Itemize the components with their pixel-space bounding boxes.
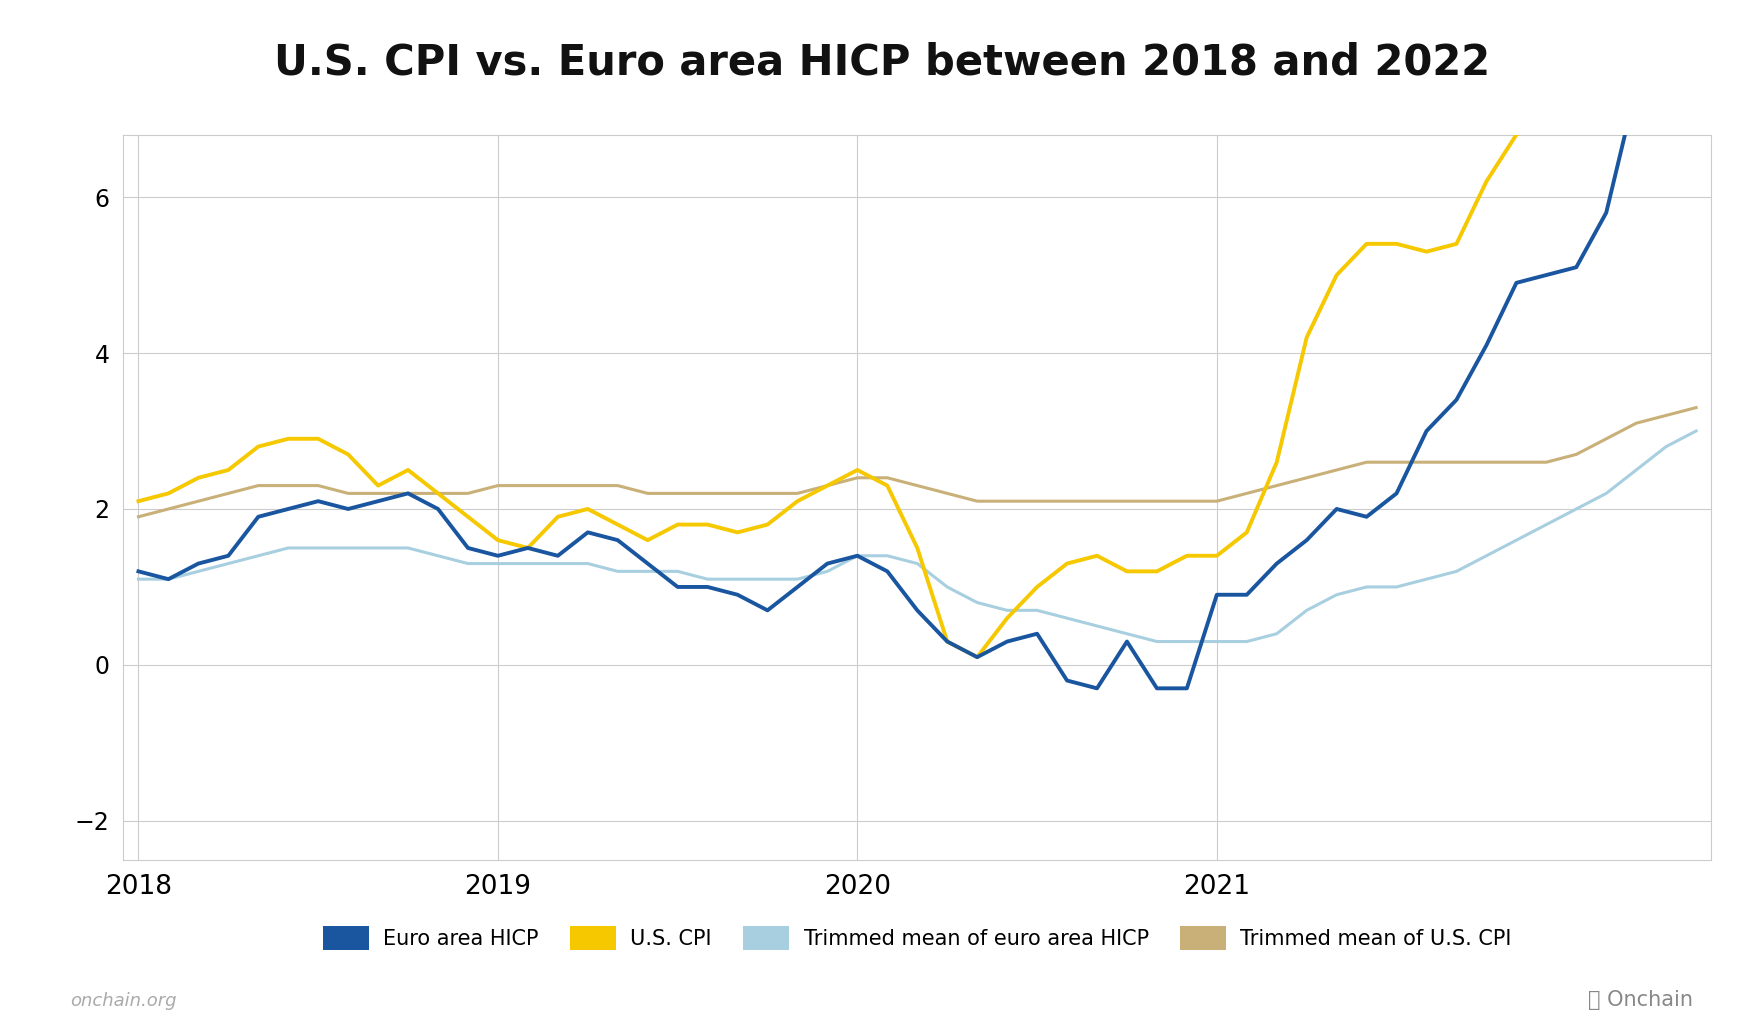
Text: ⦻ Onchain: ⦻ Onchain [1588, 990, 1693, 1010]
Text: U.S. CPI vs. Euro area HICP between 2018 and 2022: U.S. CPI vs. Euro area HICP between 2018… [273, 41, 1491, 84]
Legend: Euro area HICP, U.S. CPI, Trimmed mean of euro area HICP, Trimmed mean of U.S. C: Euro area HICP, U.S. CPI, Trimmed mean o… [314, 918, 1521, 958]
Text: onchain.org: onchain.org [71, 992, 176, 1010]
